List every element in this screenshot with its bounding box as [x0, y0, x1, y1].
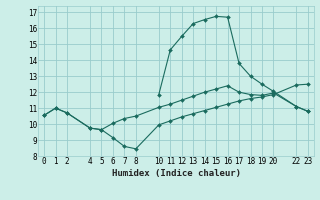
X-axis label: Humidex (Indice chaleur): Humidex (Indice chaleur) — [111, 169, 241, 178]
